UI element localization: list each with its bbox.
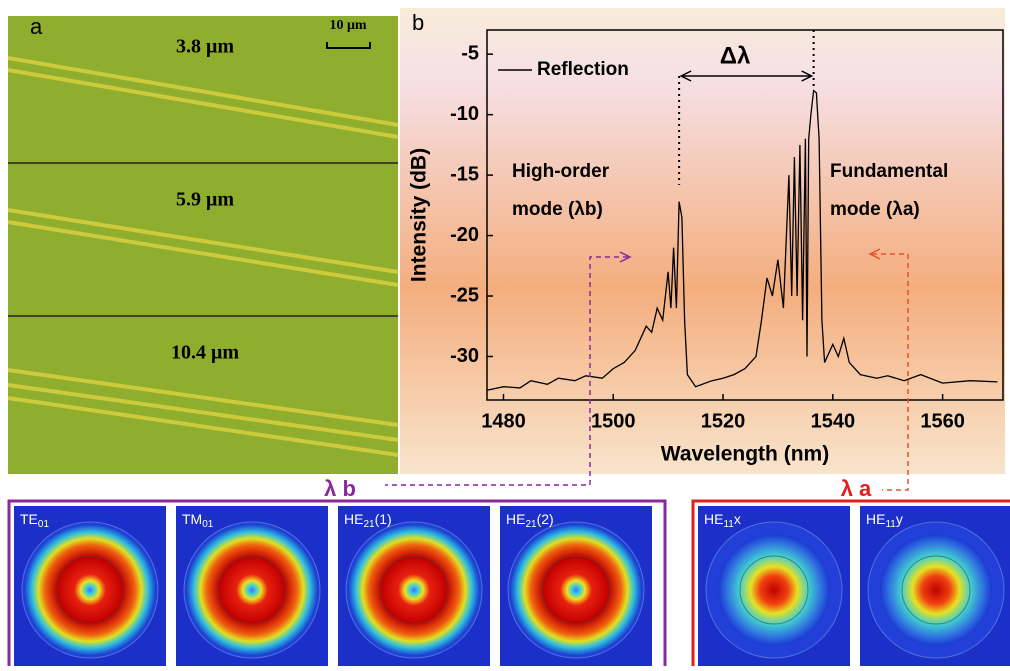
mode-field xyxy=(880,534,992,646)
width-label: 10.4 μm xyxy=(171,342,239,364)
mode-label-sub: 01 xyxy=(38,519,50,530)
mode-label-base: TM xyxy=(182,511,202,527)
mode-label-sub: 11 xyxy=(723,519,734,530)
width-label: 3.8 μm xyxy=(176,36,234,58)
mode-group-frame xyxy=(7,499,667,671)
mode-group-label: λ a xyxy=(841,476,872,501)
mode-field xyxy=(510,524,642,656)
x-axis-label: Wavelength (nm) xyxy=(661,443,829,466)
connectors xyxy=(385,248,909,491)
panel-label: a xyxy=(30,14,43,39)
mode-label-sub: 21 xyxy=(363,519,375,530)
mode-label-base: HE xyxy=(866,511,885,527)
mode-group-frame xyxy=(691,499,1010,671)
mode-label-suffix: y xyxy=(896,511,903,527)
mode-group-label: λ b xyxy=(324,476,356,501)
scale-bar xyxy=(326,42,371,49)
y-tick-label: -15 xyxy=(450,163,479,185)
x-tick-label: 1540 xyxy=(811,410,856,432)
mode-label: HE11y xyxy=(866,511,903,530)
panel-background xyxy=(400,8,1005,474)
mode-label: HE11x xyxy=(704,511,741,530)
mode-label: HE21(2) xyxy=(506,511,554,530)
annotation: mode (λb) xyxy=(512,199,603,220)
y-tick-label: -10 xyxy=(450,103,479,125)
mode-label-base: HE xyxy=(344,511,363,527)
mode-label-sub: 01 xyxy=(202,519,214,530)
spectrum-line xyxy=(486,89,998,391)
mode-core xyxy=(541,555,611,625)
mode-label-sub: 21 xyxy=(525,519,537,530)
y-tick-label: -25 xyxy=(450,284,479,306)
mode-core xyxy=(217,555,287,625)
plot-frame xyxy=(486,29,1004,401)
y-axis-label: Intensity (dB) xyxy=(408,148,431,282)
x-tick-label: 1520 xyxy=(701,410,746,432)
y-tick-label: -30 xyxy=(450,345,479,367)
annotation: Fundamental xyxy=(830,161,948,182)
mode-label-sub: 11 xyxy=(885,519,896,530)
mode-label-suffix: (2) xyxy=(537,511,554,527)
mode-field xyxy=(348,524,480,656)
mode-label-base: HE xyxy=(704,511,723,527)
mode-label: TM01 xyxy=(182,511,214,530)
delta-arrow xyxy=(679,70,814,82)
panel-a: a 10 μm 3.8 μm 5.9 μm 10.4 μm xyxy=(7,14,399,474)
mode-core xyxy=(379,555,449,625)
delta-label: Δλ xyxy=(720,42,751,69)
mode-label-suffix: x xyxy=(734,511,741,527)
mode-core xyxy=(55,555,125,625)
x-tick-label: 1480 xyxy=(481,410,526,432)
mode-panels: λ b λ a TE01 TM01 HE21(1) HE21(2) HE11x HE11y xyxy=(7,476,1010,671)
x-tick-label: 1500 xyxy=(591,410,636,432)
mode-label: HE21(1) xyxy=(344,511,392,530)
panel-b: b Wavelength (nm) Intensity (dB) Reflect… xyxy=(400,8,1005,474)
legend-label: Reflection xyxy=(537,59,629,80)
y-tick-label: -20 xyxy=(450,224,479,246)
x-tick-label: 1560 xyxy=(920,410,965,432)
scale-bar-label: 10 μm xyxy=(329,18,366,33)
mode-field xyxy=(718,534,830,646)
annotation: High-order xyxy=(512,161,610,182)
panel-label: b xyxy=(412,10,424,35)
mode-core xyxy=(901,555,971,625)
fiber-stripes xyxy=(7,56,399,457)
mode-label-suffix: (1) xyxy=(375,511,392,527)
y-tick-label: -5 xyxy=(461,42,479,64)
mode-label: TE01 xyxy=(20,511,49,530)
mode-field xyxy=(186,524,318,656)
mode-label-base: HE xyxy=(506,511,525,527)
width-label: 5.9 μm xyxy=(176,189,234,211)
annotation: mode (λa) xyxy=(830,199,920,220)
mode-label-base: TE xyxy=(20,511,38,527)
mode-field xyxy=(24,524,156,656)
mode-core xyxy=(739,555,809,625)
